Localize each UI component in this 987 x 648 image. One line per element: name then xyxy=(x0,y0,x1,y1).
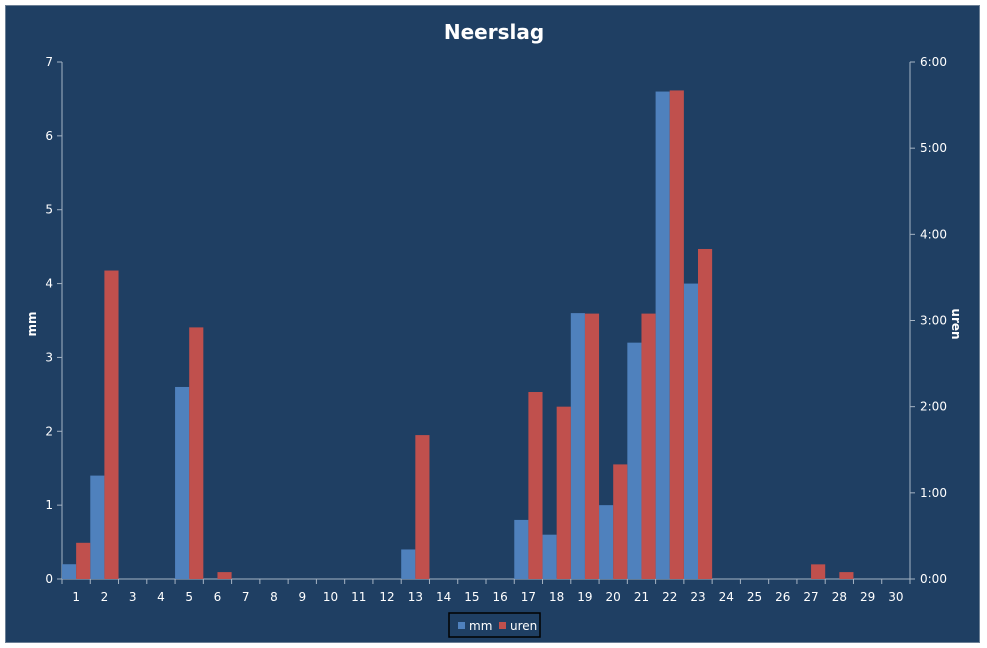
x-tick-label: 22 xyxy=(662,590,677,604)
y-tick-label: 2 xyxy=(45,424,53,438)
x-tick-label: 5 xyxy=(185,590,193,604)
bar-uren-23 xyxy=(698,248,713,579)
x-tick-label: 15 xyxy=(464,590,479,604)
x-tick-label: 23 xyxy=(690,590,705,604)
bar-uren-1 xyxy=(76,542,91,579)
bar-uren-28 xyxy=(839,572,854,579)
bar-uren-18 xyxy=(556,406,571,579)
y2-axis-title: uren xyxy=(949,308,963,339)
bar-mm-21 xyxy=(627,342,642,579)
bar-uren-21 xyxy=(641,313,656,579)
chart-title: Neerslag xyxy=(444,20,544,44)
bar-mm-1 xyxy=(62,564,77,579)
x-tick-label: 17 xyxy=(521,590,536,604)
legend-box xyxy=(448,612,541,638)
y-tick-label: 1 xyxy=(45,498,53,512)
bar-mm-23 xyxy=(683,283,698,579)
y2-tick-label: 4:00 xyxy=(920,227,947,241)
x-tick-label: 8 xyxy=(270,590,278,604)
y-tick-label: 7 xyxy=(45,55,53,69)
x-tick-label: 30 xyxy=(888,590,903,604)
bar-uren-2 xyxy=(104,270,119,579)
y2-tick-label: 0:00 xyxy=(920,572,947,586)
x-tick-label: 11 xyxy=(351,590,366,604)
bar-uren-17 xyxy=(528,392,543,579)
y2-tick-label: 6:00 xyxy=(920,55,947,69)
legend-label-uren: uren xyxy=(510,619,537,633)
x-tick-label: 2 xyxy=(101,590,109,604)
bar-uren-13 xyxy=(415,435,430,579)
bar-mm-20 xyxy=(599,505,614,579)
y-tick-label: 6 xyxy=(45,129,53,143)
bar-uren-27 xyxy=(811,564,826,579)
x-tick-label: 26 xyxy=(775,590,790,604)
x-tick-label: 6 xyxy=(214,590,222,604)
x-tick-label: 3 xyxy=(129,590,137,604)
x-tick-label: 12 xyxy=(379,590,394,604)
bar-uren-22 xyxy=(669,90,684,579)
y-tick-label: 0 xyxy=(45,572,53,586)
bar-mm-17 xyxy=(514,519,529,579)
x-tick-label: 4 xyxy=(157,590,165,604)
x-tick-label: 1 xyxy=(72,590,80,604)
bar-uren-5 xyxy=(189,327,204,579)
legend-swatch-uren xyxy=(499,622,506,629)
x-tick-label: 28 xyxy=(832,590,847,604)
x-tick-label: 27 xyxy=(803,590,818,604)
x-tick-label: 19 xyxy=(577,590,592,604)
x-tick-label: 24 xyxy=(719,590,734,604)
x-tick-label: 21 xyxy=(634,590,649,604)
y-tick-label: 4 xyxy=(45,277,53,291)
bar-mm-19 xyxy=(570,313,585,579)
chart-svg: Neerslag 012345670:001:002:003:004:005:0… xyxy=(25,20,963,638)
x-tick-label: 18 xyxy=(549,590,564,604)
bar-uren-6 xyxy=(217,572,232,579)
x-tick-label: 7 xyxy=(242,590,250,604)
bar-mm-22 xyxy=(655,91,670,580)
chart-frame: Neerslag 0 1 2 3 4 5 6 7 0:00 1:00 2:00 3:00 4:00 5:0… xyxy=(5,5,980,643)
bar-uren-19 xyxy=(584,313,600,579)
y2-tick-label: 1:00 xyxy=(920,486,947,500)
bar-mm-2 xyxy=(90,475,105,579)
x-tick-label: 20 xyxy=(606,590,621,604)
x-tick-label: 10 xyxy=(323,590,338,604)
bar-uren-20 xyxy=(613,464,628,579)
y2-tick-label: 5:00 xyxy=(920,141,947,155)
x-tick-label: 9 xyxy=(298,590,306,604)
y-axis-title: mm xyxy=(25,311,39,336)
x-tick-label: 16 xyxy=(492,590,507,604)
legend-swatch-mm xyxy=(458,622,465,629)
legend-label-mm: mm xyxy=(469,619,492,633)
legend: mm uren xyxy=(448,612,541,638)
bar-mm-5 xyxy=(175,386,190,579)
x-tick-label: 13 xyxy=(408,590,423,604)
bars xyxy=(62,90,854,580)
y2-tick-label: 3:00 xyxy=(920,314,947,328)
x-tick-label: 29 xyxy=(860,590,875,604)
y-tick-label: 5 xyxy=(45,203,53,217)
x-tick-label: 25 xyxy=(747,590,762,604)
bar-mm-13 xyxy=(401,549,416,579)
y-tick-label: 3 xyxy=(45,350,53,364)
y2-tick-label: 2:00 xyxy=(920,400,947,414)
x-tick-label: 14 xyxy=(436,590,451,604)
bar-mm-18 xyxy=(542,534,557,579)
